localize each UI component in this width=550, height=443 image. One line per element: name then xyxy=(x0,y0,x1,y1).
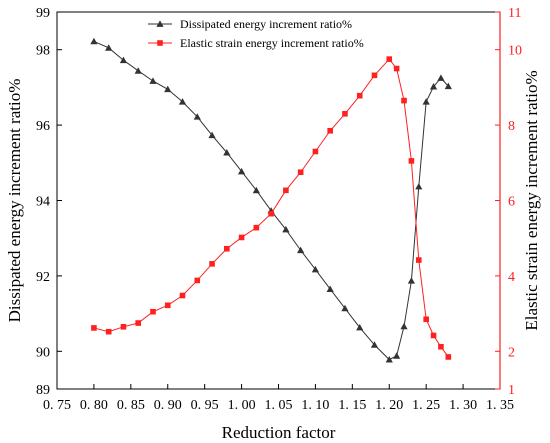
series-2-point xyxy=(135,320,142,326)
series-1-point xyxy=(105,44,113,51)
y-right-tick-label: 11 xyxy=(508,6,521,21)
series-2-point xyxy=(371,72,378,79)
series-1-point xyxy=(400,322,408,330)
series-2-point xyxy=(356,92,363,99)
series-1-point xyxy=(370,341,379,348)
series-2-point xyxy=(445,354,452,360)
series-2-point xyxy=(120,323,127,330)
x-tick-label: 1. 30 xyxy=(449,398,477,413)
series-1-point xyxy=(341,304,349,312)
series-2-point xyxy=(408,158,415,164)
series-2-point xyxy=(150,308,156,315)
series-2-point xyxy=(430,332,437,339)
x-tick-label: 1. 00 xyxy=(228,398,256,413)
series-1-point xyxy=(252,186,260,194)
series-1-point xyxy=(149,77,157,84)
x-tick-label: 0. 75 xyxy=(43,398,71,413)
y-left-axis: 89 90 92 94 96 98 99 xyxy=(36,6,62,398)
series-1-point xyxy=(393,352,401,359)
y-left-tick-label: 99 xyxy=(36,6,50,21)
y-right-tick-label: 2 xyxy=(508,345,515,360)
series-1-point xyxy=(407,277,415,284)
y-left-tick-label: 89 xyxy=(36,383,50,398)
series-1-point xyxy=(134,67,142,74)
series-1-point xyxy=(223,149,231,156)
y-left-tick-label: 92 xyxy=(36,270,50,285)
y-right-axis: 1 2 4 6 8 10 11 xyxy=(495,6,522,398)
x-tick-label: 0. 90 xyxy=(154,398,182,413)
series-1-point xyxy=(119,56,128,64)
y-left-tick-label: 98 xyxy=(36,44,50,59)
series-2-point xyxy=(423,316,429,323)
x-tick-label: 0. 95 xyxy=(191,398,219,413)
series-2-point xyxy=(415,257,422,263)
y-left-tick-label: 90 xyxy=(36,345,50,360)
series-1-point xyxy=(208,131,216,139)
x-tick-label: 1. 25 xyxy=(412,398,440,413)
series-1-point xyxy=(297,246,305,254)
series-2-point xyxy=(342,110,348,117)
series-2-point xyxy=(253,224,260,231)
x-tick-label: 0. 85 xyxy=(117,398,145,413)
x-tick-label: 1. 10 xyxy=(301,398,329,413)
legend-label-2: Elastic strain energy increment ratio% xyxy=(180,36,364,50)
y-right-tick-label: 10 xyxy=(508,44,522,59)
x-tick-label: 1. 35 xyxy=(486,398,514,413)
series-1-point xyxy=(385,355,393,363)
x-tick-label: 1. 15 xyxy=(338,398,366,413)
x-tick-label: 1. 20 xyxy=(375,398,403,413)
series-2-point xyxy=(283,187,289,194)
series-1-point xyxy=(429,83,438,90)
series-2-point xyxy=(401,97,407,104)
y-left-tick-label: 94 xyxy=(36,195,50,210)
y-right-tick-label: 4 xyxy=(508,270,515,285)
series-2-point xyxy=(268,210,274,217)
series-2-point xyxy=(224,245,230,252)
x-tick-label: 0. 80 xyxy=(80,398,108,413)
series-1-point xyxy=(326,285,334,292)
series-2-point xyxy=(297,169,304,176)
series-2-point xyxy=(393,65,400,72)
series-1-point xyxy=(178,98,187,105)
series-2-point xyxy=(327,127,333,134)
series-1-point xyxy=(164,85,172,93)
x-axis: 0. 75 0. 80 0. 85 0. 90 0. 95 1. 00 1. 05 1. 10… xyxy=(43,384,514,413)
series-2-point xyxy=(179,292,186,299)
legend: Dissipated energy increment ratio% Elasti… xyxy=(148,17,364,50)
legend-label-1: Dissipated energy increment ratio% xyxy=(180,17,352,31)
series-2-point xyxy=(438,343,444,350)
y-right-tick-label: 1 xyxy=(508,383,515,398)
series-2-point xyxy=(105,328,112,335)
x-tick-label: 1. 05 xyxy=(265,398,293,413)
y-left-tick-label: 96 xyxy=(36,119,50,134)
series-1-point xyxy=(356,323,364,331)
series-2-point xyxy=(209,261,215,267)
legend-marker-1 xyxy=(156,20,164,27)
series-1-point xyxy=(90,37,98,45)
series-1-point xyxy=(282,225,290,233)
y-right-axis-label: Elastic strain energy increment ratio% xyxy=(522,70,541,330)
series-1-point xyxy=(415,182,423,190)
series-2-point xyxy=(238,234,245,241)
series-2-point xyxy=(91,325,97,331)
y-right-tick-label: 6 xyxy=(508,195,515,210)
series-2-point xyxy=(386,56,393,62)
x-axis-label: Reduction factor xyxy=(222,423,336,442)
series-2-point xyxy=(194,277,201,284)
series-2-point xyxy=(312,148,319,155)
y-right-tick-label: 8 xyxy=(508,119,515,134)
series-1-point xyxy=(311,265,320,273)
series-1-point xyxy=(237,167,246,175)
series-2-point xyxy=(164,302,171,309)
series-1-point xyxy=(422,98,430,105)
series-1-point xyxy=(444,82,452,90)
series-layer xyxy=(90,37,452,363)
legend-marker-2 xyxy=(157,40,163,46)
series-1-point xyxy=(437,74,445,81)
series-1-point xyxy=(193,113,201,120)
y-left-axis-label: Dissipated energy increment ratio% xyxy=(5,79,24,323)
